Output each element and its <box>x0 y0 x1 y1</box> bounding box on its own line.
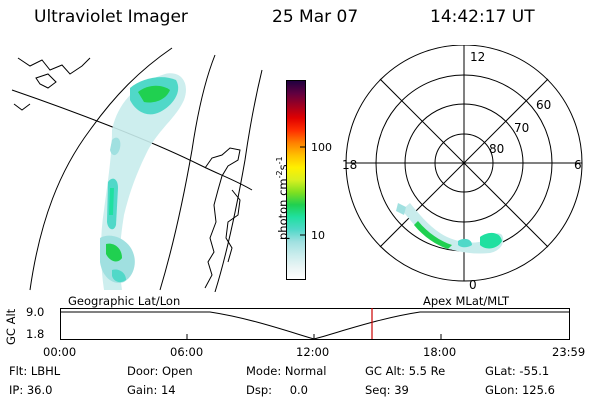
seq-value: 39 <box>394 383 409 397</box>
polar-label-18: 18 <box>342 158 357 172</box>
timeline-xtick: 18:00 <box>423 345 457 359</box>
coastline <box>17 57 91 75</box>
latitude-line <box>214 69 263 292</box>
colorbar-label: photon cm-2s-1 <box>275 156 290 240</box>
status-key: Seq: <box>365 383 391 397</box>
status-key: GLat: <box>485 364 516 378</box>
polar-label-12: 12 <box>470 50 485 64</box>
colorbar-label-unit: photon cm <box>275 178 290 240</box>
status-key: IP: <box>9 383 24 397</box>
filter-value: LBHL <box>30 364 61 378</box>
status-key: Gain: <box>127 383 158 397</box>
status-key: Door: <box>127 364 159 378</box>
instrument-title: Ultraviolet Imager <box>34 7 188 27</box>
status-key: Mode: <box>246 364 282 378</box>
polar-label-70: 70 <box>514 121 529 135</box>
status-key: GLon: <box>485 383 519 397</box>
glat-value: -55.1 <box>519 364 550 378</box>
geographic-map <box>11 47 263 292</box>
colorbar-tick: 10 <box>311 229 325 242</box>
coastline <box>13 103 31 111</box>
timeline-ytick-bottom: 1.8 <box>26 327 45 341</box>
latitude-line <box>29 47 173 291</box>
map-aurora <box>100 73 186 291</box>
colorbar-ticks <box>300 146 306 236</box>
polar-label-0: 0 <box>469 278 477 292</box>
coastline <box>225 189 241 263</box>
polar-label-80: 80 <box>489 142 504 156</box>
latitude-line <box>159 54 216 291</box>
image-date: 25 Mar 07 <box>272 7 359 27</box>
colorbar-tick: 100 <box>311 141 332 154</box>
polar-spoke <box>379 78 549 248</box>
timeline-axis-title: GC Alt <box>4 308 18 345</box>
longitude-line <box>11 89 253 191</box>
gc-alt-value: 5.5 Re <box>408 364 446 378</box>
dsp-value: 0.0 <box>289 383 308 397</box>
colorbar-label-exp: -1 <box>275 156 284 165</box>
polar-label-60: 60 <box>536 98 551 112</box>
timeline-right-label: Apex MLat/MLT <box>423 294 510 308</box>
timeline-xtick: 23:59 <box>552 345 586 359</box>
timeline-ytick-top: 9.0 <box>26 305 45 319</box>
coastline <box>35 73 57 89</box>
ip-value: 36.0 <box>26 383 53 397</box>
colorbar <box>286 80 306 280</box>
timeline-xtick: 00:00 <box>43 345 77 359</box>
status-key: Flt: <box>9 364 28 378</box>
coastline <box>204 147 241 289</box>
timeline-xtick: 12:00 <box>296 345 330 359</box>
polar-aurora <box>396 203 504 254</box>
polar-plot: 12 60 70 80 18 6 0 <box>342 45 583 292</box>
polar-label-6: 6 <box>574 158 582 172</box>
colorbar-label-unit: s <box>275 164 290 171</box>
timeline-xtick: 06:00 <box>170 345 204 359</box>
status-key: GC Alt: <box>365 364 406 378</box>
timeline-left-label: Geographic Lat/Lon <box>68 294 181 308</box>
status-key: Dsp: <box>246 383 273 397</box>
glon-value: 125.6 <box>521 383 555 397</box>
gain-value: 14 <box>160 383 176 397</box>
colorbar-label-exp: -2 <box>275 170 284 179</box>
door-value: Open <box>161 364 193 378</box>
image-time: 14:42:17 UT <box>430 7 535 27</box>
altitude-curve <box>60 311 570 340</box>
timeline-plot <box>60 308 570 340</box>
mode-value: Normal <box>284 364 327 378</box>
